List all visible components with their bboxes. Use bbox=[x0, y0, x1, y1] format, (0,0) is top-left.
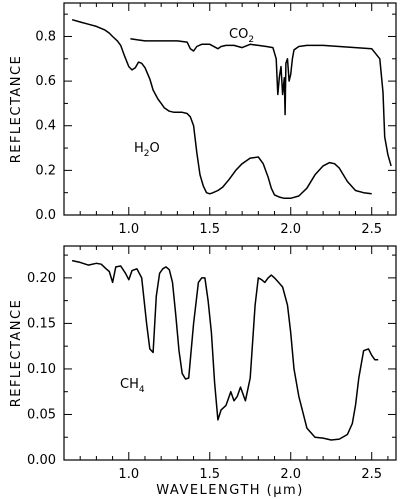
top-ticks: 1.0 1.5 2.0 2.5 0.0 0.2 0.4 0.6 0.8 bbox=[35, 3, 396, 237]
bottom-x-axis-label: WAVELENGTH (μm) bbox=[156, 483, 304, 498]
top-y-tick-label: 0.8 bbox=[35, 29, 56, 44]
bottom-series-label-ch4: CH4 bbox=[120, 377, 145, 395]
bottom-y-tick-label: 0.10 bbox=[27, 362, 56, 377]
top-y-tick-label: 0.4 bbox=[35, 119, 56, 134]
top-series-lines bbox=[71, 18, 392, 200]
top-series-label-h2o: H2O bbox=[134, 141, 160, 159]
top-series-line-co2 bbox=[130, 37, 392, 167]
top-x-tick-label: 1.5 bbox=[199, 222, 220, 237]
top-y-tick-label: 0.0 bbox=[35, 208, 56, 223]
bottom-y-tick-label: 0.00 bbox=[27, 453, 56, 468]
bottom-plot-frame bbox=[63, 245, 397, 461]
top-panel: 1.0 1.5 2.0 2.50.00.20.40.60.8 REFLECTANCE … bbox=[9, 2, 397, 237]
bottom-y-axis-label: REFLECTANCE bbox=[9, 299, 24, 408]
bottom-ticks: 1.0 1.5 2.0 2.5 0.00 0.05 0.10 0.15 0.20 bbox=[27, 246, 396, 482]
top-x-tick-label: 2.5 bbox=[361, 222, 382, 237]
bottom-x-tick-label: 2.5 bbox=[361, 467, 382, 482]
top-plot-frame bbox=[63, 2, 397, 216]
bottom-y-tick-label: 0.15 bbox=[27, 316, 56, 331]
bottom-series-lines bbox=[71, 259, 379, 441]
bottom-y-tick-label: 0.05 bbox=[27, 407, 56, 422]
top-x-tick-label: 1.0 bbox=[118, 222, 139, 237]
top-x-tick-label: 2.0 bbox=[280, 222, 301, 237]
bottom-x-tick-label: 2.0 bbox=[280, 467, 301, 482]
bottom-x-tick-label: 1.0 bbox=[118, 467, 139, 482]
bottom-x-tick-label: 1.5 bbox=[199, 467, 220, 482]
bottom-panel: 1.0 1.5 2.0 2.5 0.00 0.05 0.10 0.15 0.20 REFLECT… bbox=[9, 245, 397, 498]
bottom-series-line-ch4 bbox=[71, 259, 379, 441]
top-series-line-h2o bbox=[71, 18, 372, 200]
top-y-tick-label: 0.6 bbox=[35, 74, 56, 89]
top-series-label-co2: CO2 bbox=[229, 27, 254, 45]
bottom-y-tick-label: 0.20 bbox=[27, 271, 56, 286]
top-y-axis-label: REFLECTANCE bbox=[9, 55, 24, 164]
top-y-tick-label: 0.2 bbox=[35, 163, 56, 178]
